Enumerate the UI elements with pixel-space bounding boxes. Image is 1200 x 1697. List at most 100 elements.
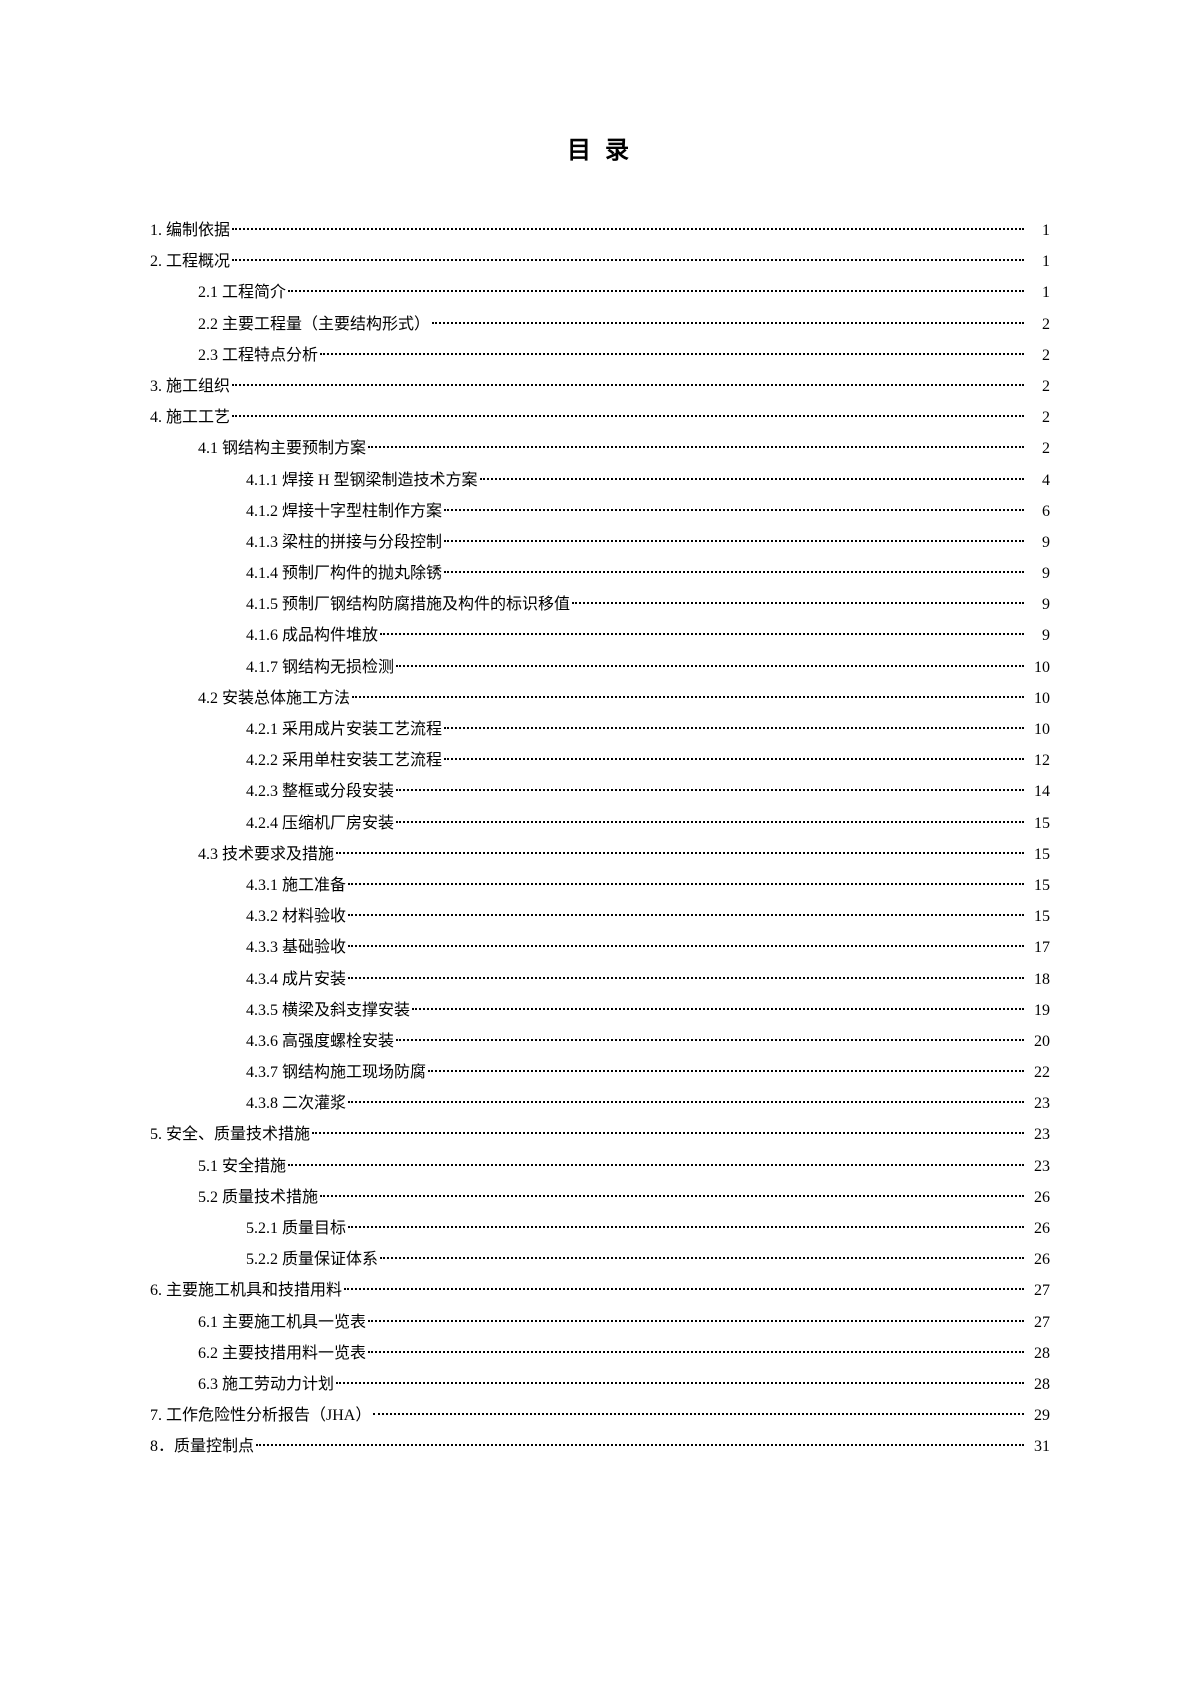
toc-dots [348, 945, 1024, 947]
toc-dots [396, 821, 1024, 823]
toc-entry-label: 4.2.4 压缩机厂房安装 [246, 808, 394, 839]
toc-entry-page: 12 [1026, 745, 1050, 776]
toc-entry-page: 22 [1026, 1057, 1050, 1088]
toc-dots [232, 228, 1024, 230]
toc-entry-page: 4 [1026, 465, 1050, 496]
toc-entry-page: 15 [1026, 808, 1050, 839]
toc-entry: 5.2.2 质量保证体系26 [150, 1244, 1050, 1275]
toc-entry-page: 9 [1026, 589, 1050, 620]
toc-dots [348, 977, 1024, 979]
toc-entry: 5.1 安全措施 23 [150, 1151, 1050, 1182]
toc-entry-page: 10 [1026, 683, 1050, 714]
toc-entry: 4.2.4 压缩机厂房安装 15 [150, 808, 1050, 839]
toc-entry: 4.1.2 焊接十字型柱制作方案 6 [150, 496, 1050, 527]
toc-dots [368, 1351, 1024, 1353]
toc-dots [428, 1070, 1024, 1072]
toc-entry-label: 5.2.1 质量目标 [246, 1213, 346, 1244]
toc-entry: 4.3.5 横梁及斜支撑安装19 [150, 995, 1050, 1026]
toc-entry: 4.2.1 采用成片安装工艺流程10 [150, 714, 1050, 745]
toc-entry-page: 26 [1026, 1213, 1050, 1244]
toc-entry-page: 2 [1026, 371, 1050, 402]
toc-entry-page: 15 [1026, 901, 1050, 932]
toc-entry: 4.3.2 材料验收15 [150, 901, 1050, 932]
toc-entry: 2. 工程概况1 [150, 246, 1050, 277]
toc-entry-label: 4. 施工工艺 [150, 402, 230, 433]
toc-dots [348, 883, 1024, 885]
toc-entry-label: 3. 施工组织 [150, 371, 230, 402]
toc-entry-page: 29 [1026, 1400, 1050, 1431]
toc-entry-label: 6.1 主要施工机具一览表 [198, 1307, 366, 1338]
toc-entry: 2.1 工程简介1 [150, 277, 1050, 308]
toc-entry-page: 1 [1026, 246, 1050, 277]
toc-entry-page: 15 [1026, 870, 1050, 901]
toc-dots [348, 914, 1024, 916]
toc-dots [380, 633, 1024, 635]
toc-entry: 5. 安全、质量技术措施 23 [150, 1119, 1050, 1150]
toc-entry-page: 1 [1026, 215, 1050, 246]
toc-entry: 3. 施工组织 2 [150, 371, 1050, 402]
toc-entry-page: 26 [1026, 1244, 1050, 1275]
toc-entry: 5.2 质量技术措施26 [150, 1182, 1050, 1213]
toc-dots [396, 665, 1024, 667]
toc-entry: 6.3 施工劳动力计划 28 [150, 1369, 1050, 1400]
toc-dots [336, 1382, 1024, 1384]
toc-entry-page: 2 [1026, 402, 1050, 433]
toc-entry-page: 20 [1026, 1026, 1050, 1057]
toc-dots [412, 1008, 1024, 1010]
toc-entry: 4.1.4 预制厂构件的抛丸除锈9 [150, 558, 1050, 589]
table-of-contents: 1. 编制依据12. 工程概况12.1 工程简介12.2 主要工程量（主要结构形… [150, 215, 1050, 1463]
toc-entry: 4.3 技术要求及措施15 [150, 839, 1050, 870]
toc-entry-page: 6 [1026, 496, 1050, 527]
toc-dots [396, 789, 1024, 791]
toc-dots [232, 259, 1024, 261]
toc-entry-label: 4.1.6 成品构件堆放 [246, 620, 378, 651]
toc-dots [444, 571, 1024, 573]
toc-entry: 1. 编制依据1 [150, 215, 1050, 246]
toc-entry: 2.3 工程特点分析 2 [150, 340, 1050, 371]
toc-dots [444, 727, 1024, 729]
toc-entry-label: 5.2 质量技术措施 [198, 1182, 318, 1213]
toc-entry: 4.2.2 采用单柱安装工艺流程 12 [150, 745, 1050, 776]
toc-dots [352, 696, 1024, 698]
toc-entry: 8．质量控制点31 [150, 1431, 1050, 1462]
toc-entry-page: 27 [1026, 1307, 1050, 1338]
toc-entry: 4. 施工工艺 2 [150, 402, 1050, 433]
toc-entry-label: 4.1.1 焊接 H 型钢梁制造技术方案 [246, 465, 478, 496]
toc-dots [344, 1288, 1024, 1290]
toc-entry: 4.1.1 焊接 H 型钢梁制造技术方案 4 [150, 465, 1050, 496]
toc-dots [444, 540, 1024, 542]
toc-entry-label: 4.2.2 采用单柱安装工艺流程 [246, 745, 442, 776]
toc-entry-label: 2.3 工程特点分析 [198, 340, 318, 371]
toc-entry-page: 28 [1026, 1369, 1050, 1400]
toc-entry: 4.1.7 钢结构无损检测10 [150, 652, 1050, 683]
toc-dots [380, 1257, 1024, 1259]
toc-entry: 4.3.4 成片安装18 [150, 964, 1050, 995]
toc-dots [444, 758, 1024, 760]
toc-entry-label: 4.1.4 预制厂构件的抛丸除锈 [246, 558, 442, 589]
toc-entry-label: 4.3 技术要求及措施 [198, 839, 334, 870]
toc-entry-label: 4.1.2 焊接十字型柱制作方案 [246, 496, 442, 527]
toc-dots [396, 1039, 1024, 1041]
document-title: 目 录 [150, 130, 1050, 165]
toc-dots [232, 384, 1024, 386]
toc-dots [480, 478, 1024, 480]
toc-entry-page: 2 [1026, 433, 1050, 464]
toc-entry-label: 4.3.7 钢结构施工现场防腐 [246, 1057, 426, 1088]
toc-entry-label: 5.1 安全措施 [198, 1151, 286, 1182]
toc-entry-label: 5. 安全、质量技术措施 [150, 1119, 310, 1150]
toc-entry: 5.2.1 质量目标 26 [150, 1213, 1050, 1244]
toc-entry-page: 9 [1026, 527, 1050, 558]
toc-entry-page: 23 [1026, 1151, 1050, 1182]
toc-entry-label: 4.2 安装总体施工方法 [198, 683, 350, 714]
toc-entry: 4.1.3 梁柱的拼接与分段控制9 [150, 527, 1050, 558]
toc-entry-label: 6.3 施工劳动力计划 [198, 1369, 334, 1400]
toc-entry-label: 4.3.5 横梁及斜支撑安装 [246, 995, 410, 1026]
toc-entry-page: 23 [1026, 1119, 1050, 1150]
toc-entry: 4.2 安装总体施工方法 10 [150, 683, 1050, 714]
toc-entry: 6.2 主要技措用料一览表28 [150, 1338, 1050, 1369]
toc-entry-page: 1 [1026, 277, 1050, 308]
toc-entry-page: 2 [1026, 340, 1050, 371]
toc-entry-label: 4.3.8 二次灌浆 [246, 1088, 346, 1119]
toc-entry-page: 18 [1026, 964, 1050, 995]
toc-dots [348, 1226, 1024, 1228]
